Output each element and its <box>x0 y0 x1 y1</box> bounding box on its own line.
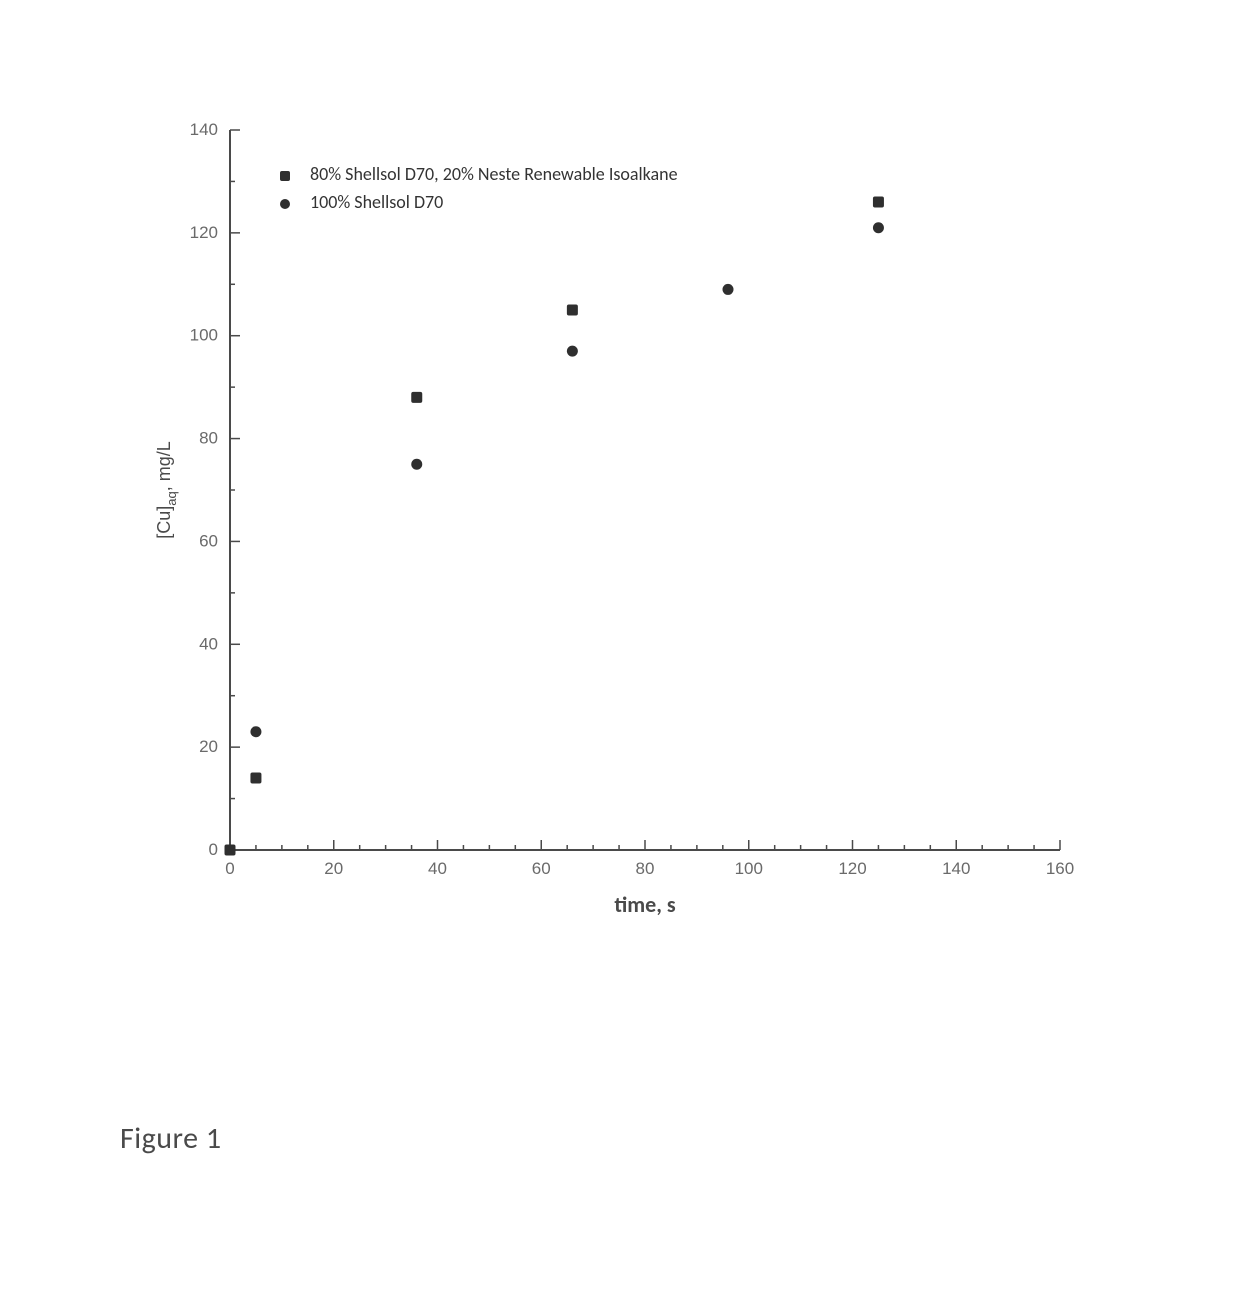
svg-text:40: 40 <box>428 859 447 878</box>
svg-text:140: 140 <box>942 859 970 878</box>
svg-text:20: 20 <box>199 737 218 756</box>
figure-caption: Figure 1 <box>120 1120 222 1157</box>
svg-text:120: 120 <box>190 223 218 242</box>
svg-text:100: 100 <box>190 326 218 345</box>
svg-text:120: 120 <box>838 859 866 878</box>
svg-text:60: 60 <box>532 859 551 878</box>
svg-text:40: 40 <box>199 634 218 653</box>
svg-text:80: 80 <box>199 429 218 448</box>
svg-text:0: 0 <box>225 859 234 878</box>
svg-text:time, s: time, s <box>614 891 675 918</box>
svg-text:140: 140 <box>190 120 218 139</box>
svg-text:100: 100 <box>735 859 763 878</box>
svg-text:80% Shellsol D70, 20% Neste Re: 80% Shellsol D70, 20% Neste Renewable Is… <box>310 163 678 185</box>
chart-container: 0 20 40 60 80 100 120 140 160 0 20 40 60 80 100 120 140 t… <box>140 120 1100 980</box>
svg-text:160: 160 <box>1046 859 1074 878</box>
page: 0 20 40 60 80 100 120 140 160 0 20 40 60 80 100 120 140 t… <box>0 0 1240 1303</box>
svg-text:80: 80 <box>636 859 655 878</box>
svg-text:60: 60 <box>199 531 218 550</box>
svg-text:0: 0 <box>209 840 218 859</box>
svg-text:20: 20 <box>324 859 343 878</box>
scatter-chart: 0 20 40 60 80 100 120 140 160 0 20 40 60 80 100 120 140 t… <box>140 120 1100 980</box>
svg-text:100% Shellsol D70: 100% Shellsol D70 <box>310 191 443 213</box>
